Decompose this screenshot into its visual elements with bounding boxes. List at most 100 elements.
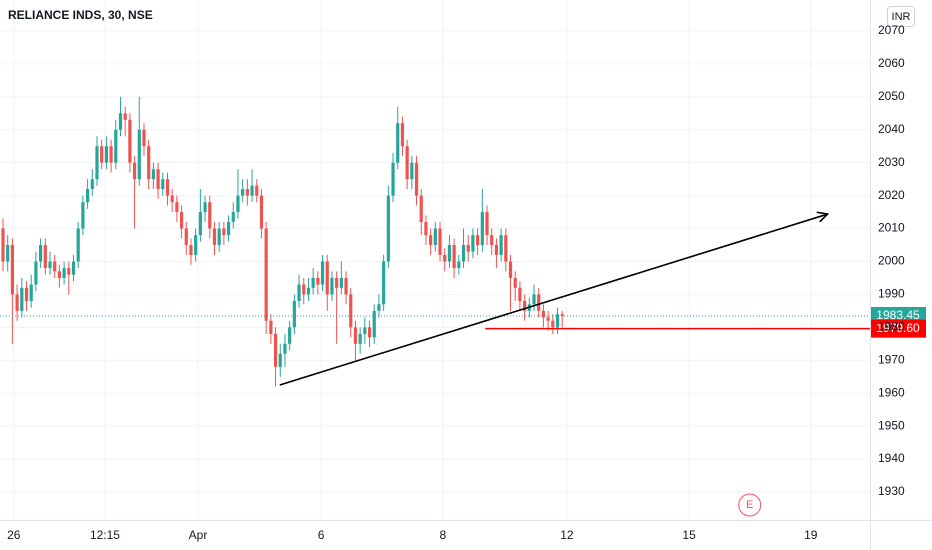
candle-body — [147, 146, 151, 180]
candle-body — [391, 162, 395, 196]
y-tick-label: 2010 — [878, 221, 905, 235]
candle-body — [508, 261, 513, 278]
candle-body — [452, 245, 456, 269]
y-tick-label: 1990 — [878, 287, 905, 301]
candle-body — [541, 310, 546, 318]
x-tick-label: 6 — [318, 528, 325, 542]
candle-body — [447, 245, 452, 262]
candle-body — [273, 333, 278, 367]
candle-body — [128, 119, 132, 163]
last-price-label: 1983.45 — [876, 308, 920, 322]
candle-body — [24, 287, 29, 302]
candle-body — [29, 284, 33, 302]
candle-body — [76, 228, 80, 262]
x-tick-label: 15 — [682, 528, 696, 542]
candle-body — [250, 185, 254, 196]
candle-body — [231, 212, 235, 222]
candle-body — [457, 261, 461, 269]
candle-body — [513, 277, 517, 288]
candle-body — [278, 353, 282, 367]
x-tick-label: 12:15 — [90, 528, 120, 542]
candle-body — [419, 195, 423, 222]
candle-body — [555, 314, 560, 328]
candle-body — [217, 228, 221, 246]
y-tick-label: 2000 — [878, 254, 905, 268]
candle-body — [476, 235, 480, 246]
candle-body — [532, 294, 536, 305]
candle-body — [396, 123, 400, 163]
candle-body — [367, 327, 372, 338]
y-tick-label: 2020 — [878, 188, 905, 202]
candle-body — [222, 228, 226, 236]
candle-body — [20, 287, 24, 311]
candle-body — [208, 202, 212, 229]
candle-body — [184, 228, 188, 246]
candle-body — [410, 162, 414, 180]
candle-body — [320, 261, 325, 285]
candle-body — [490, 235, 494, 246]
candle-body — [429, 235, 433, 246]
level-label: 1979.60 — [876, 321, 920, 335]
candle-body — [339, 277, 343, 288]
candle-body — [405, 146, 409, 180]
grid — [0, 0, 870, 520]
candle-body — [137, 129, 141, 180]
candle-body — [203, 202, 207, 213]
candle-body — [377, 304, 381, 311]
y-tick-label: 2050 — [878, 89, 905, 103]
y-tick-label: 1960 — [878, 385, 905, 399]
candle-body — [48, 261, 52, 269]
currency-button[interactable] — [887, 6, 915, 27]
candle-body — [15, 294, 19, 311]
candle-body — [189, 245, 193, 255]
candle-body — [123, 113, 127, 120]
candle-body — [226, 221, 231, 236]
candle-body — [132, 162, 137, 180]
candle-body — [269, 320, 273, 334]
candle-body — [306, 287, 311, 295]
candles — [1, 96, 564, 387]
candle-body — [461, 245, 466, 262]
candle-body — [165, 179, 170, 196]
candle-body — [480, 212, 484, 246]
x-tick-label: Apr — [189, 528, 208, 542]
candle-body — [504, 235, 508, 262]
candle-body — [424, 221, 428, 236]
chart-title: RELIANCE INDS, 30, NSE — [8, 8, 153, 22]
earnings-label: E — [746, 499, 753, 511]
candle-body — [170, 195, 174, 203]
x-tick-label: 19 — [804, 528, 818, 542]
currency-label[interactable]: INR — [892, 11, 911, 23]
candle-body — [142, 129, 146, 147]
candle-body — [518, 287, 522, 302]
candle-body — [297, 284, 301, 302]
candle-body — [344, 277, 348, 295]
candle-body — [302, 284, 306, 295]
y-tick-label: 2030 — [878, 155, 905, 169]
candle-body — [212, 228, 217, 246]
candle-body — [372, 310, 376, 338]
y-tick-label: 2070 — [878, 23, 905, 37]
candle-body — [499, 235, 503, 255]
candle-body — [39, 245, 43, 262]
candle-body — [67, 268, 71, 275]
candle-body — [194, 235, 198, 255]
candle-body — [151, 169, 155, 180]
candle-body — [283, 343, 287, 354]
x-tick-label: 8 — [440, 528, 447, 542]
candle-body — [109, 146, 113, 163]
candle-body — [161, 179, 165, 190]
candle-body — [494, 245, 499, 255]
candle-body — [330, 277, 334, 295]
candle-body — [433, 228, 437, 246]
candle-body — [71, 261, 76, 275]
candle-body — [245, 189, 249, 196]
candle-body — [241, 189, 245, 196]
candle-body — [85, 189, 90, 203]
candle-body — [81, 202, 85, 229]
candle-body — [95, 146, 99, 180]
candle-body — [6, 245, 10, 262]
candle-body — [292, 301, 296, 328]
candle-body — [90, 179, 94, 190]
